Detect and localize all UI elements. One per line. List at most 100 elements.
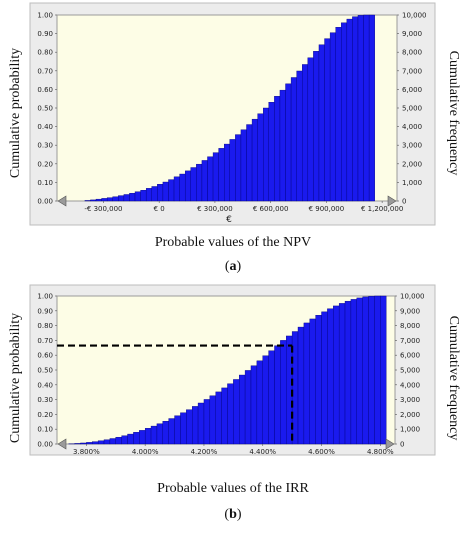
chart-a-bar-48 [352,16,359,202]
chart-b-bar-24 [209,395,216,445]
chart-a-x-unit: € [226,215,232,225]
chart-b-bar-42 [315,315,322,445]
chart-a-y2-tick-label: 10,000 [402,12,427,20]
chart-a-bar-2 [95,198,102,202]
chart-a-y2-tick-label: 6,000 [402,86,422,94]
chart-a-bar-6 [118,195,125,202]
chart-b-bar-14 [150,425,158,445]
chart-a-y-tick-label: 0.00 [37,198,53,206]
chart-b-bar-51 [368,296,375,445]
chart-b-right-slider-icon[interactable] [385,438,395,450]
chart-a-bar-12 [151,186,158,202]
chart-a-bar-43 [324,38,331,202]
chart-a-bar-8 [129,192,136,202]
chart-a-bar-1 [90,199,97,202]
chart-a-bar-3 [101,198,108,202]
chart-a-bar-7 [123,194,130,202]
chart-a-x-axis-title: Probable values of the NPV [155,235,311,250]
chart-a-bar-24 [218,148,225,202]
chart-b-y-ticks: 0.00 0.10 0.20 0.30 0.40 0.50 0.60 0.70 0.80 0.90… [37,293,57,449]
chart-b-bar-20 [186,409,193,445]
chart-b-bar-31 [250,365,258,445]
chart-b-bar-17 [168,418,175,445]
chart-a-y-tick-label: 0.80 [37,49,53,57]
chart-a-bar-35 [279,89,286,202]
chart-a-bar-10 [140,190,147,202]
chart-b-y-tick-label: 0.90 [37,307,53,315]
chart-b-x-tick-label: 4.800% [367,448,394,456]
chart-b-x-axis-title: Probable values of the IRR [157,481,309,496]
chart-a-x-tick-label: € 900,000 [309,205,345,213]
chart-b-bar-8 [115,436,122,445]
chart-b-bar-50 [362,296,369,445]
chart-a-bar-21 [201,160,208,202]
chart-a-caption-text: a [230,259,237,274]
chart-a-caption: (a) [225,259,242,274]
chart-a-bar-16 [173,176,180,202]
chart-a-x-tick-label: € 0 [154,205,165,213]
chart-a-bar-47 [346,18,353,202]
chart-b-y2-tick-label: 10,000 [400,293,425,301]
chart-b-bar-21 [191,406,199,445]
chart-b-bar-35 [274,345,281,445]
chart-a-y2-tick-label: 4,000 [402,123,422,131]
chart-b-bar-19 [180,412,187,445]
chart-a-bar-44 [329,32,336,202]
chart-b-y-tick-label: 0.40 [37,381,53,389]
chart-a-bar-41 [313,51,320,202]
chart-a-bar-14 [162,181,169,202]
chart-b-y-tick-label: 1.00 [37,293,53,301]
chart-b-y2-tick-label: 1,000 [400,426,420,434]
chart-b-y2-tick-label: 4,000 [400,381,420,389]
chart-a-y2-axis-title: Cumulative frequency [446,51,461,176]
chart-a-bar-11 [145,188,152,202]
chart-b-caption: (b) [224,507,241,522]
chart-b-y2-tick-label: 3,000 [400,396,420,404]
chart-a-bar-23 [212,152,219,202]
chart-a-bar-20 [196,163,203,202]
chart-a-bar-15 [168,179,175,202]
chart-b-bar-44 [327,308,334,445]
chart-b-bar-33 [262,355,269,445]
chart-b-x-tick-label: 4.200% [191,448,218,456]
chart-a-y2-tick-label: 1,000 [402,179,422,187]
chart-a-bar-22 [207,156,214,202]
chart-a-y2-tick-label: 0 [402,198,406,206]
chart-a-y-tick-label: 0.50 [37,105,53,113]
chart-b-y2-tick-label: 8,000 [400,322,420,330]
chart-b-bar-7 [109,438,116,445]
chart-b-y2-tick-label: 9,000 [400,307,420,315]
chart-a-bar-28 [240,129,247,202]
chart-b-bar-41 [309,318,316,445]
chart-b-bar-45 [333,305,340,445]
chart-a-left-slider-icon[interactable] [57,195,67,207]
chart-b-bar-36 [280,340,287,445]
chart-b-y2-axis-title: Cumulative frequency [446,316,461,441]
chart-a-bar-19 [190,167,197,202]
chart-a-x-tick-label: -€ 300,000 [84,205,122,213]
chart-b-bar-32 [256,360,263,445]
chart-a-bar-45 [335,27,342,202]
chart-b-left-slider-icon[interactable] [57,438,67,450]
chart-b-bar-49 [356,297,363,445]
chart-a-y-tick-label: 1.00 [37,12,53,20]
chart-b-y2-tick-label: 6,000 [400,352,420,360]
chart-b-reference-line [57,344,294,444]
chart-b-bar-39 [297,326,305,445]
chart-a-bar-39 [302,64,309,202]
chart-a-y-tick-label: 0.40 [37,123,53,131]
chart-a-x-tick-label: € 1,200,000 [361,205,403,213]
chart-a-bar-34 [274,96,281,202]
chart-b-bar-13 [144,428,152,445]
chart-a-y2-tick-label: 2,000 [402,160,422,168]
chart-a-bar-33 [268,102,275,202]
chart-b-y-tick-label: 0.50 [37,367,53,375]
chart-a-y-axis-title: Cumulative probability [8,48,23,178]
chart-b-bar-1 [74,443,81,445]
chart-b-y-tick-label: 0.30 [37,396,53,404]
chart-a-right-slider-icon[interactable] [387,195,397,207]
chart-a-bar-17 [179,173,186,202]
chart-b-y2-tick-label: 2,000 [400,411,420,419]
chart-b-y2-tick-label: 0 [400,441,404,449]
